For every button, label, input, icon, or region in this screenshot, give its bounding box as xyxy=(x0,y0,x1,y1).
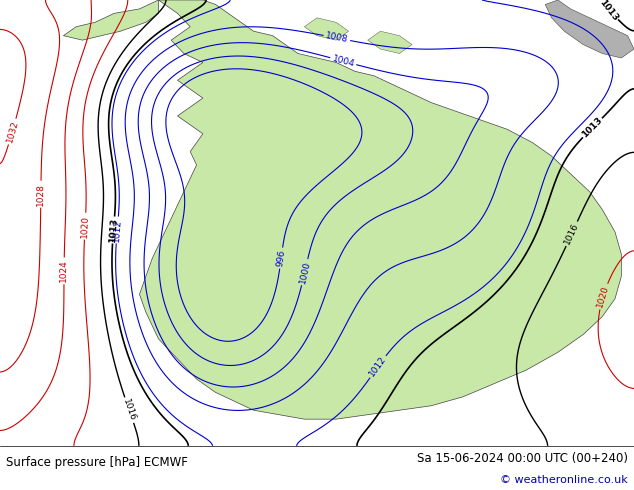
Text: 1032: 1032 xyxy=(5,120,20,144)
Text: 1004: 1004 xyxy=(331,54,356,69)
Text: 1013: 1013 xyxy=(580,116,604,140)
Text: 1020: 1020 xyxy=(595,284,611,309)
Polygon shape xyxy=(63,0,158,40)
Text: 1008: 1008 xyxy=(325,31,349,45)
Polygon shape xyxy=(139,0,621,419)
Text: 996: 996 xyxy=(276,249,287,267)
Text: 1016: 1016 xyxy=(121,398,137,422)
Polygon shape xyxy=(545,0,634,58)
Text: 1016: 1016 xyxy=(563,221,581,246)
Text: 1012: 1012 xyxy=(368,355,388,379)
Text: 1013: 1013 xyxy=(108,217,119,243)
Text: 1024: 1024 xyxy=(60,259,68,282)
Polygon shape xyxy=(304,18,349,40)
Text: 1012: 1012 xyxy=(112,218,122,242)
Text: 1028: 1028 xyxy=(36,183,46,206)
Text: Sa 15-06-2024 00:00 UTC (00+240): Sa 15-06-2024 00:00 UTC (00+240) xyxy=(417,452,628,465)
Text: 1000: 1000 xyxy=(298,260,312,284)
Text: 1020: 1020 xyxy=(80,215,90,238)
Text: © weatheronline.co.uk: © weatheronline.co.uk xyxy=(500,475,628,485)
Text: Surface pressure [hPa] ECMWF: Surface pressure [hPa] ECMWF xyxy=(6,456,188,469)
Text: 1013: 1013 xyxy=(597,0,620,23)
Polygon shape xyxy=(368,31,412,53)
